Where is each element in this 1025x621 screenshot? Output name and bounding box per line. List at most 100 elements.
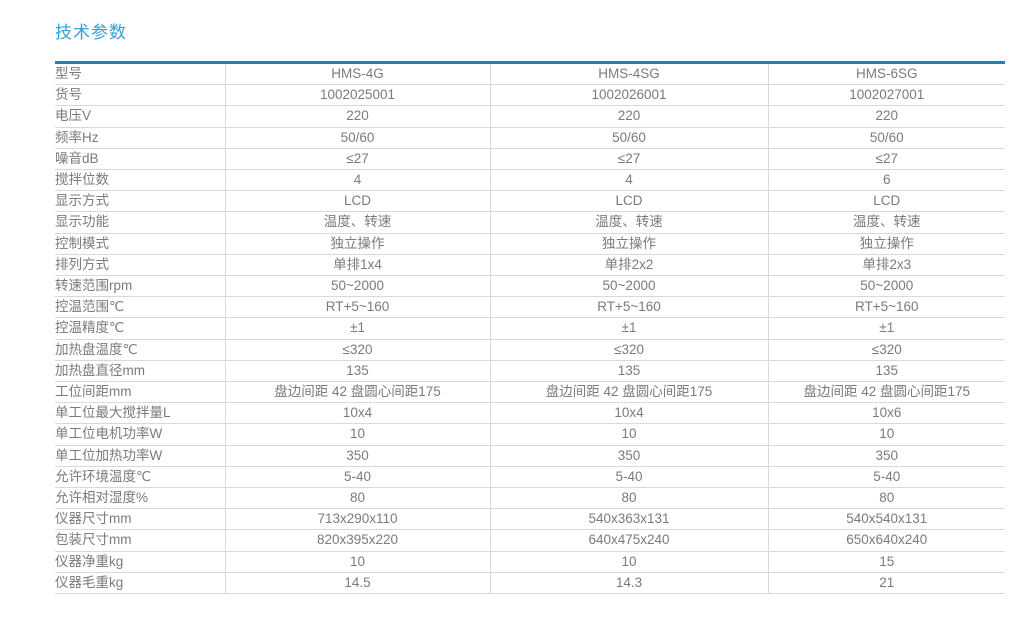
row-value: 盘边间距 42 盘圆心间距175 (768, 381, 1005, 404)
row-label: 货号 (55, 84, 226, 107)
table-row: 加热盘直径mm 135 135 135 (55, 360, 1005, 383)
table-row: 单工位最大搅拌量L 10x4 10x4 10x6 (55, 402, 1005, 425)
row-value: 盘边间距 42 盘圆心间距175 (490, 381, 769, 404)
row-value: 温度、转速 (768, 211, 1005, 234)
row-value: 15 (768, 551, 1005, 573)
row-value: 80 (225, 487, 491, 510)
specs-table: 型号 HMS-4G HMS-4SG HMS-6SG 货号 1002025001 100202… (55, 61, 1005, 595)
row-value: ≤27 (768, 148, 1005, 171)
row-value: RT+5~160 (768, 296, 1005, 319)
row-value: 220 (225, 105, 491, 128)
row-value: 10 (768, 423, 1005, 446)
row-label: 仪器毛重kg (55, 572, 226, 595)
table-row: 允许相对湿度% 80 80 80 (55, 487, 1005, 510)
row-value: 10 (490, 551, 769, 573)
row-value: ±1 (225, 317, 491, 340)
row-value: ±1 (768, 317, 1005, 340)
row-value: 713x290x110 (225, 508, 491, 531)
row-label: 排列方式 (55, 254, 226, 277)
row-label: 工位间距mm (55, 381, 226, 404)
table-row: 控温精度℃ ±1 ±1 ±1 (55, 317, 1005, 340)
row-value: 50/60 (768, 127, 1005, 149)
row-value: 单排2x3 (768, 254, 1005, 277)
table-row: 转速范围rpm 50~2000 50~2000 50~2000 (55, 275, 1005, 298)
table-row: 搅拌位数 4 4 6 (55, 169, 1005, 192)
row-value: 4 (225, 169, 491, 192)
row-value: 540x540x131 (768, 508, 1005, 531)
table-row: 单工位加热功率W 350 350 350 (55, 445, 1005, 467)
row-value: LCD (768, 190, 1005, 213)
row-value: RT+5~160 (225, 296, 491, 319)
row-value: 4 (490, 169, 769, 192)
row-value: 6 (768, 169, 1005, 192)
row-label: 显示功能 (55, 211, 226, 234)
row-value: 10x4 (225, 402, 491, 425)
spec-page: 技术参数 型号 HMS-4G HMS-4SG HMS-6SG 货号 1002025001 1… (55, 23, 1005, 595)
row-value: 50/60 (490, 127, 769, 149)
row-label: 允许环境温度℃ (55, 466, 226, 489)
table-row: 排列方式 单排1x4 单排2x2 单排2x3 (55, 254, 1005, 277)
table-row: 频率Hz 50/60 50/60 50/60 (55, 127, 1005, 149)
table-row: 单工位电机功率W 10 10 10 (55, 423, 1005, 446)
table-row: 型号 HMS-4G HMS-4SG HMS-6SG (55, 62, 1005, 86)
row-value: 5-40 (225, 466, 491, 489)
row-value: 135 (490, 360, 769, 383)
row-value: 独立操作 (490, 233, 769, 255)
row-value: 650x640x240 (768, 529, 1005, 552)
row-value: 单排2x2 (490, 254, 769, 277)
row-value: 1002027001 (768, 84, 1005, 107)
row-label: 搅拌位数 (55, 169, 226, 192)
row-value: 单排1x4 (225, 254, 491, 277)
row-label: 单工位电机功率W (55, 423, 226, 446)
row-value: 14.3 (490, 572, 769, 595)
row-value: HMS-4SG (490, 62, 769, 86)
table-row: 货号 1002025001 1002026001 1002027001 (55, 84, 1005, 107)
table-row: 仪器尺寸mm 713x290x110 540x363x131 540x540x131 (55, 508, 1005, 531)
row-value: 50~2000 (768, 275, 1005, 298)
row-value: 820x395x220 (225, 529, 491, 552)
row-value: 5-40 (768, 466, 1005, 489)
row-value: ±1 (490, 317, 769, 340)
page-title: 技术参数 (55, 23, 127, 42)
row-label: 加热盘温度℃ (55, 339, 226, 361)
row-value: 10 (225, 551, 491, 573)
row-value: ≤27 (225, 148, 491, 171)
row-value: 350 (490, 445, 769, 467)
row-label: 仪器净重kg (55, 551, 226, 573)
row-value: 1002025001 (225, 84, 491, 107)
row-value: 350 (768, 445, 1005, 467)
row-label: 仪器尺寸mm (55, 508, 226, 531)
table-row: 包装尺寸mm 820x395x220 640x475x240 650x640x240 (55, 529, 1005, 552)
row-value: 50~2000 (225, 275, 491, 298)
row-label: 包装尺寸mm (55, 529, 226, 552)
row-value: 盘边间距 42 盘圆心间距175 (225, 381, 491, 404)
row-value: RT+5~160 (490, 296, 769, 319)
row-value: 540x363x131 (490, 508, 769, 531)
row-label: 频率Hz (55, 127, 226, 149)
row-value: 50~2000 (490, 275, 769, 298)
row-value: 温度、转速 (490, 211, 769, 234)
row-label: 电压V (55, 105, 226, 128)
row-value: ≤320 (490, 339, 769, 361)
table-row: 工位间距mm 盘边间距 42 盘圆心间距175 盘边间距 42 盘圆心间距175 盘边… (55, 381, 1005, 404)
row-value: 5-40 (490, 466, 769, 489)
row-value: HMS-6SG (768, 62, 1005, 86)
row-value: ≤320 (225, 339, 491, 361)
table-row: 电压V 220 220 220 (55, 105, 1005, 128)
row-value: ≤27 (490, 148, 769, 171)
row-value: 10x6 (768, 402, 1005, 425)
row-value: 温度、转速 (225, 211, 491, 234)
row-label: 加热盘直径mm (55, 360, 226, 383)
row-value: LCD (490, 190, 769, 213)
table-row: 允许环境温度℃ 5-40 5-40 5-40 (55, 466, 1005, 489)
row-label: 型号 (55, 62, 226, 86)
row-value: 220 (768, 105, 1005, 128)
row-value: 1002026001 (490, 84, 769, 107)
row-value: 10x4 (490, 402, 769, 425)
row-value: 135 (225, 360, 491, 383)
table-row: 显示功能 温度、转速 温度、转速 温度、转速 (55, 211, 1005, 234)
row-value: ≤320 (768, 339, 1005, 361)
table-row: 加热盘温度℃ ≤320 ≤320 ≤320 (55, 339, 1005, 361)
row-value: 80 (768, 487, 1005, 510)
specs-table-body: 型号 HMS-4G HMS-4SG HMS-6SG 货号 1002025001 100202… (55, 62, 1005, 595)
